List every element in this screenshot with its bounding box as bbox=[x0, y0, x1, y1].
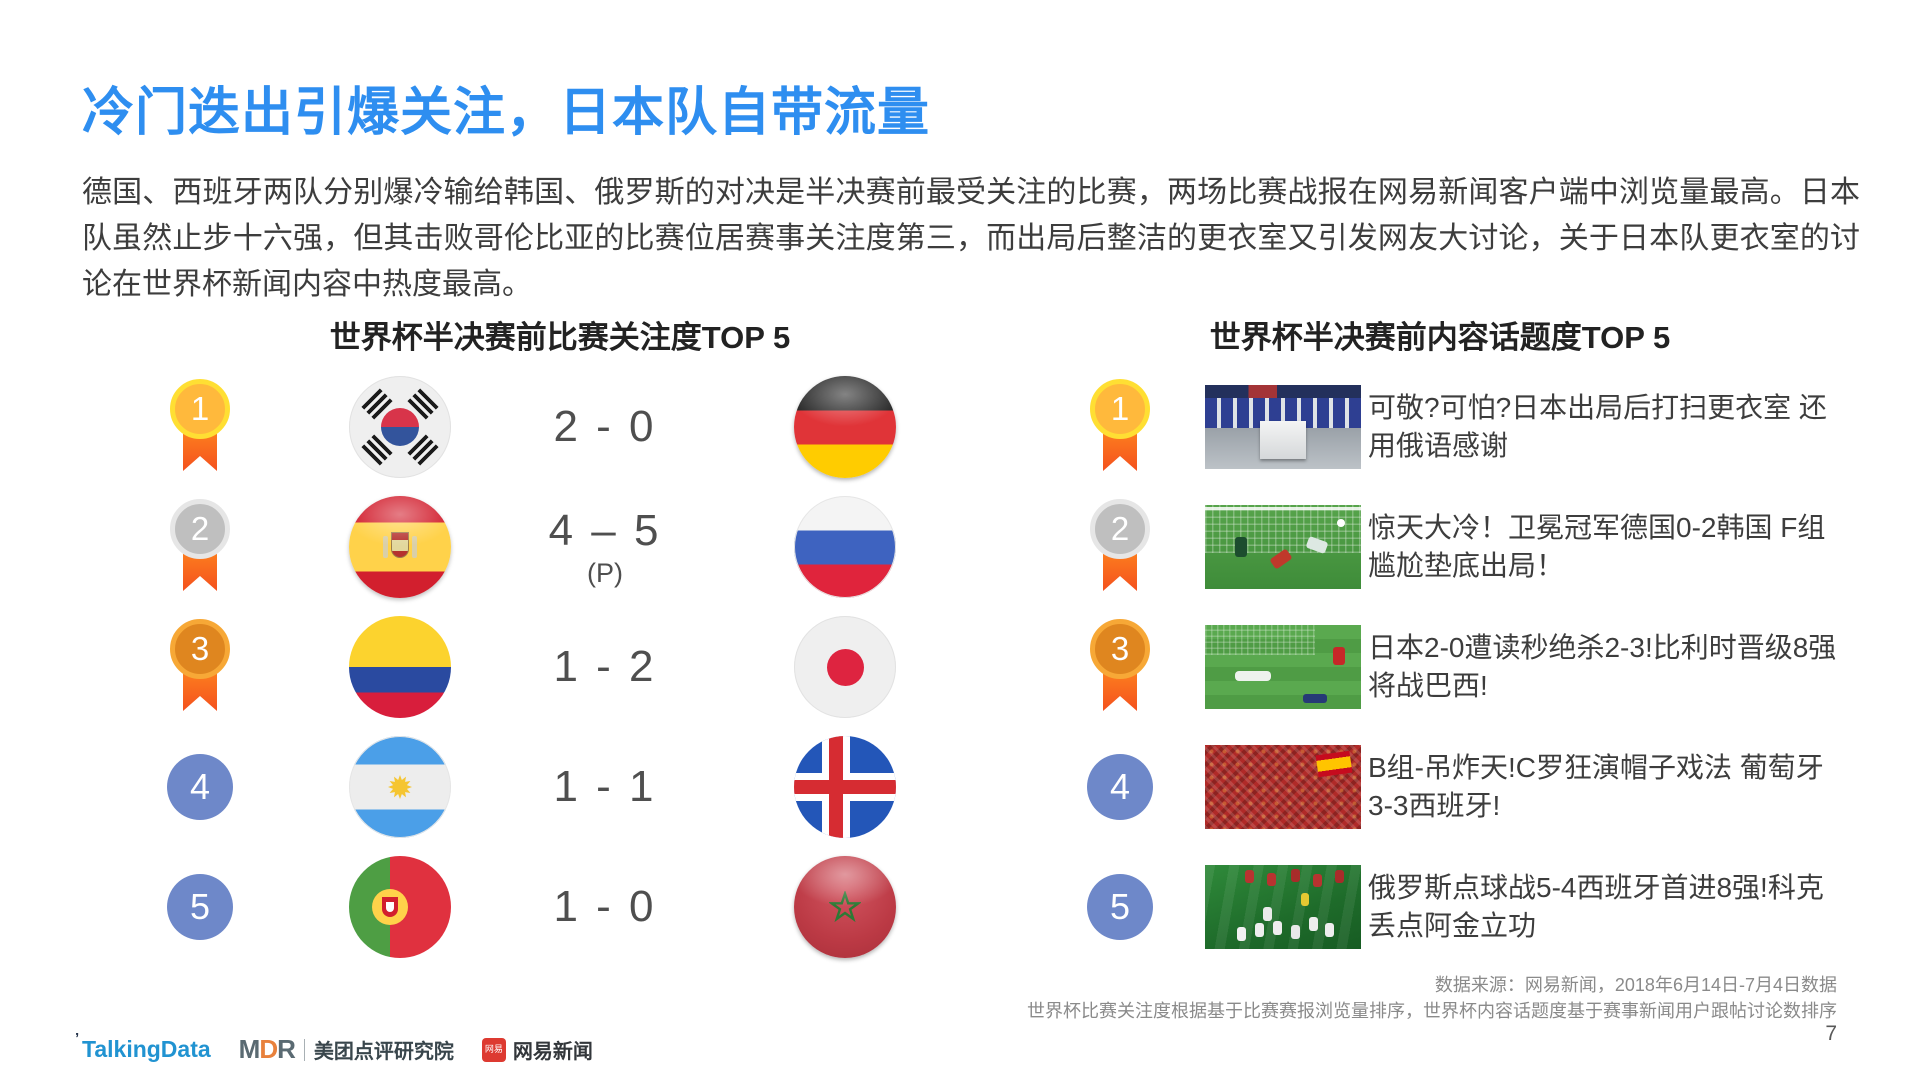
rank-2-medal-icon: 2 bbox=[1090, 499, 1150, 595]
match-row: 1 2 - 0 bbox=[80, 367, 960, 487]
news-headline: 可敬?可怕?日本出局后打扫更衣室 还用俄语感谢 bbox=[1368, 392, 1827, 461]
talkingdata-logo: TalkingData bbox=[75, 1030, 211, 1063]
page-number: 7 bbox=[1825, 1022, 1837, 1045]
medal-rank-number: 3 bbox=[170, 619, 230, 679]
meituan-dianping-research-logo: MDR 美团点评研究院 bbox=[239, 1034, 454, 1065]
news-thumbnail-portugal-spain-fans bbox=[1205, 745, 1361, 829]
rank-2-medal-icon: 2 bbox=[170, 499, 230, 595]
rank-3-medal-icon: 3 bbox=[1090, 619, 1150, 715]
rank-1-medal-icon: 1 bbox=[170, 379, 230, 475]
colombia-flag-icon bbox=[349, 616, 451, 718]
score-value: 2 - 0 bbox=[553, 402, 657, 451]
data-source-note: 数据来源：网易新闻，2018年6月14日-7月4日数据 世界杯比赛关注度根据基于… bbox=[1027, 972, 1837, 1024]
news-headline: B组-吊炸天!C罗狂演帽子戏法 葡萄牙3-3西班牙! bbox=[1368, 752, 1824, 821]
match-row: 3 1 - 2 bbox=[80, 607, 960, 727]
news-headline: 日本2-0遭读秒绝杀2-3!比利时晋级8强将战巴西! bbox=[1368, 632, 1837, 701]
netease-news-logo: 网易 网易新闻 bbox=[481, 1035, 593, 1064]
netease-badge-icon: 网易 bbox=[481, 1037, 506, 1062]
match-score: 2 - 0 bbox=[553, 402, 656, 452]
footer-logos: TalkingData MDR 美团点评研究院 网易 网易新闻 bbox=[75, 1030, 593, 1065]
match-attention-list: 1 2 - 0 2 4 – 5 (P) 3 1 - 2 4 1 - 1 5 1 - bbox=[80, 367, 960, 967]
source-line-1: 数据来源：网易新闻，2018年6月14日-7月4日数据 bbox=[1434, 975, 1837, 995]
news-headline: 俄罗斯点球战5-4西班牙首进8强!科克丢点阿金立功 bbox=[1368, 872, 1824, 941]
news-thumbnail-germany-korea-match bbox=[1205, 505, 1361, 589]
match-score: 4 – 5 (P) bbox=[549, 506, 662, 589]
argentina-flag-icon bbox=[349, 736, 451, 838]
penalty-note: (P) bbox=[587, 557, 623, 588]
iceland-flag-icon bbox=[794, 736, 896, 838]
score-value: 1 - 2 bbox=[553, 642, 657, 691]
news-row: 5 俄罗斯点球战5-4西班牙首进8强!科克丢点阿金立功 bbox=[1040, 847, 1840, 967]
content-topic-panel-title: 世界杯半决赛前内容话题度TOP 5 bbox=[1209, 320, 1671, 355]
japan-flag-icon bbox=[794, 616, 896, 718]
south-korea-flag-icon bbox=[349, 376, 451, 478]
match-row: 5 1 - 0 bbox=[80, 847, 960, 967]
news-row: 4 B组-吊炸天!C罗狂演帽子戏法 葡萄牙3-3西班牙! bbox=[1040, 727, 1840, 847]
netease-news-label: 网易新闻 bbox=[512, 1041, 593, 1063]
news-headline: 惊天大冷！卫冕冠军德国0-2韩国 F组尴尬垫底出局！ bbox=[1368, 512, 1826, 581]
germany-flag-icon bbox=[794, 376, 896, 478]
spain-flag-icon bbox=[349, 496, 451, 598]
medal-rank-number: 1 bbox=[170, 379, 230, 439]
medal-rank-number: 3 bbox=[1090, 619, 1150, 679]
news-thumbnail-russia-spain-penalties bbox=[1205, 865, 1361, 949]
medal-rank-number: 2 bbox=[1090, 499, 1150, 559]
score-value: 1 - 0 bbox=[553, 882, 657, 931]
medal-rank-number: 1 bbox=[1090, 379, 1150, 439]
russia-flag-icon bbox=[794, 496, 896, 598]
match-score: 1 - 1 bbox=[553, 762, 656, 812]
match-score: 1 - 0 bbox=[553, 882, 656, 932]
rank-4-badge: 4 bbox=[167, 754, 233, 820]
score-value: 1 - 1 bbox=[553, 762, 657, 811]
match-row: 2 4 – 5 (P) bbox=[80, 487, 960, 607]
rank-5-badge: 5 bbox=[1087, 874, 1153, 940]
news-row: 1 可敬?可怕?日本出局后打扫更衣室 还用俄语感谢 bbox=[1040, 367, 1840, 487]
news-row: 2 惊天大冷！卫冕冠军德国0-2韩国 F组尴尬垫底出局！ bbox=[1040, 487, 1840, 607]
rank-3-medal-icon: 3 bbox=[170, 619, 230, 715]
mdr-logo-mark: MDR bbox=[238, 1034, 296, 1064]
news-thumbnail-japan-dressing-room bbox=[1205, 385, 1361, 469]
news-row: 3 日本2-0遭读秒绝杀2-3!比利时晋级8强将战巴西! bbox=[1040, 607, 1840, 727]
match-attention-panel-title: 世界杯半决赛前比赛关注度TOP 5 bbox=[329, 320, 791, 355]
match-score: 1 - 2 bbox=[553, 642, 656, 692]
talkingdata-logo-text: TalkingData bbox=[82, 1036, 211, 1062]
source-line-2: 世界杯比赛关注度根据基于比赛赛报浏览量排序，世界杯内容话题度基于赛事新闻用户跟帖… bbox=[1027, 1001, 1837, 1022]
page-title: 冷门迭出引爆关注，日本队自带流量 bbox=[82, 84, 931, 142]
rank-4-badge: 4 bbox=[1087, 754, 1153, 820]
logo-divider bbox=[303, 1038, 305, 1061]
rank-5-badge: 5 bbox=[167, 874, 233, 940]
match-row: 4 1 - 1 bbox=[80, 727, 960, 847]
news-thumbnail-japan-belgium-match bbox=[1205, 625, 1361, 709]
slide-body-paragraph: 德国、西班牙两队分别爆冷输给韩国、俄罗斯的对决是半决赛前最受关注的比赛，两场比赛… bbox=[82, 176, 1860, 301]
meituan-research-label: 美团点评研究院 bbox=[313, 1041, 454, 1063]
content-topic-list: 1 可敬?可怕?日本出局后打扫更衣室 还用俄语感谢 2 惊天大冷！卫冕冠军德国0… bbox=[1040, 367, 1840, 967]
rank-1-medal-icon: 1 bbox=[1090, 379, 1150, 475]
morocco-flag-icon bbox=[794, 856, 896, 958]
portugal-flag-icon bbox=[349, 856, 451, 958]
medal-rank-number: 2 bbox=[170, 499, 230, 559]
score-value: 4 – 5 bbox=[548, 505, 662, 555]
